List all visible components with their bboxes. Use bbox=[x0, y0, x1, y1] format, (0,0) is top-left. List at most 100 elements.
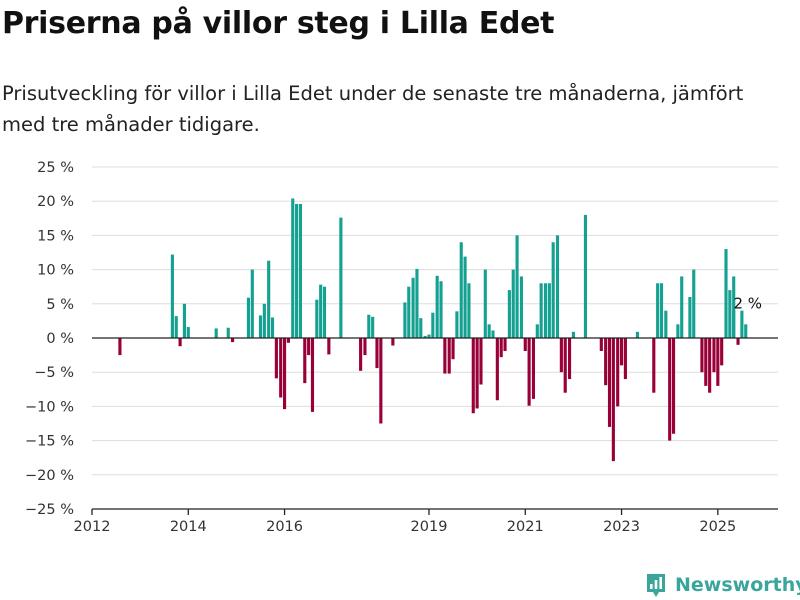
bar bbox=[527, 338, 531, 406]
bar bbox=[319, 284, 323, 338]
bar bbox=[214, 328, 218, 338]
bar bbox=[543, 283, 548, 338]
bar bbox=[724, 249, 728, 338]
annotation-label: 2 % bbox=[733, 294, 762, 312]
chart-subtitle: Prisutveckling för villor i Lilla Edet u… bbox=[2, 82, 744, 136]
bar bbox=[270, 317, 275, 338]
bar bbox=[391, 338, 395, 346]
bar bbox=[487, 324, 491, 338]
bar bbox=[604, 338, 608, 386]
bar bbox=[704, 338, 708, 386]
bar bbox=[688, 296, 692, 338]
bar bbox=[531, 338, 536, 399]
bar bbox=[467, 283, 471, 338]
x-tick-label: 2021 bbox=[507, 519, 544, 535]
bar bbox=[118, 338, 122, 356]
bar bbox=[483, 269, 487, 338]
bar bbox=[567, 338, 572, 380]
bar bbox=[499, 338, 503, 358]
bar bbox=[423, 335, 427, 338]
bar bbox=[371, 316, 375, 338]
y-tick-label: −15 % bbox=[25, 434, 74, 450]
bar bbox=[455, 311, 459, 338]
y-tick-label: 15 % bbox=[37, 228, 74, 244]
bar bbox=[226, 327, 230, 338]
bar bbox=[659, 283, 664, 338]
bar bbox=[475, 338, 479, 409]
bar bbox=[503, 338, 507, 351]
bar bbox=[359, 338, 363, 371]
bar bbox=[716, 338, 720, 386]
x-axis: 2012 2014 2016 2019 2021 2023 2025 bbox=[74, 337, 778, 535]
bar bbox=[363, 338, 367, 356]
bar bbox=[419, 318, 423, 338]
bar bbox=[671, 338, 676, 434]
bar bbox=[298, 203, 303, 338]
bar bbox=[267, 260, 271, 338]
bar bbox=[250, 269, 254, 338]
brand-logo[interactable]: Newsworthy bbox=[645, 570, 800, 600]
bar bbox=[635, 331, 639, 338]
bar bbox=[262, 303, 266, 338]
bar bbox=[519, 276, 523, 338]
y-tick-label: 20 % bbox=[37, 194, 74, 210]
x-tick-label: 2016 bbox=[266, 519, 303, 535]
bar bbox=[286, 338, 290, 343]
bar bbox=[692, 269, 696, 338]
bar bbox=[736, 338, 740, 345]
chart-title: Priserna på villor steg i Lilla Edet bbox=[2, 6, 555, 41]
bar bbox=[720, 338, 724, 366]
bar bbox=[403, 302, 407, 338]
bar bbox=[712, 338, 716, 373]
y-tick-label: 10 % bbox=[37, 263, 74, 279]
bar bbox=[322, 286, 327, 338]
bar bbox=[315, 299, 319, 338]
bar bbox=[435, 275, 439, 338]
bar bbox=[656, 283, 660, 338]
x-tick-label: 2025 bbox=[699, 519, 736, 535]
bar bbox=[547, 283, 551, 338]
bar bbox=[303, 338, 307, 384]
bar bbox=[511, 269, 515, 338]
bar bbox=[652, 338, 656, 393]
x-tick-label: 2014 bbox=[170, 519, 207, 535]
bar bbox=[740, 310, 744, 338]
bar bbox=[279, 338, 283, 398]
bar bbox=[274, 338, 278, 379]
y-tick-label: −10 % bbox=[25, 399, 74, 415]
y-tick-label: −5 % bbox=[34, 365, 74, 381]
bar bbox=[291, 198, 295, 338]
bar bbox=[431, 312, 435, 338]
x-tick-label: 2023 bbox=[603, 519, 640, 535]
bar bbox=[379, 338, 383, 424]
x-tick-label: 2019 bbox=[411, 519, 448, 535]
bar bbox=[170, 254, 174, 338]
bar bbox=[174, 316, 178, 338]
bar bbox=[471, 338, 475, 414]
y-axis-labels: 25 % 20 % 15 % 10 % 5 % 0 % −5 % −10 % −15 % −20 … bbox=[25, 160, 74, 518]
bar bbox=[295, 203, 299, 338]
bars bbox=[118, 198, 748, 462]
bar bbox=[539, 283, 543, 338]
bar bbox=[563, 338, 567, 393]
bar bbox=[708, 338, 712, 393]
newsworthy-logo-icon bbox=[647, 574, 665, 597]
bar bbox=[599, 338, 603, 351]
bar bbox=[178, 338, 182, 347]
bar bbox=[495, 338, 499, 401]
bar bbox=[728, 290, 732, 338]
y-tick-label: 0 % bbox=[46, 331, 74, 347]
bar bbox=[607, 338, 612, 427]
y-tick-label: 5 % bbox=[46, 297, 74, 313]
bar bbox=[571, 331, 575, 338]
bar bbox=[327, 338, 331, 355]
bar bbox=[732, 310, 736, 338]
brand-name: Newsworthy bbox=[675, 574, 800, 596]
bar bbox=[451, 338, 455, 360]
bar bbox=[415, 268, 419, 338]
bar bbox=[443, 338, 447, 374]
bar bbox=[463, 256, 467, 338]
bar bbox=[427, 334, 431, 338]
y-tick-label: −20 % bbox=[25, 468, 74, 484]
